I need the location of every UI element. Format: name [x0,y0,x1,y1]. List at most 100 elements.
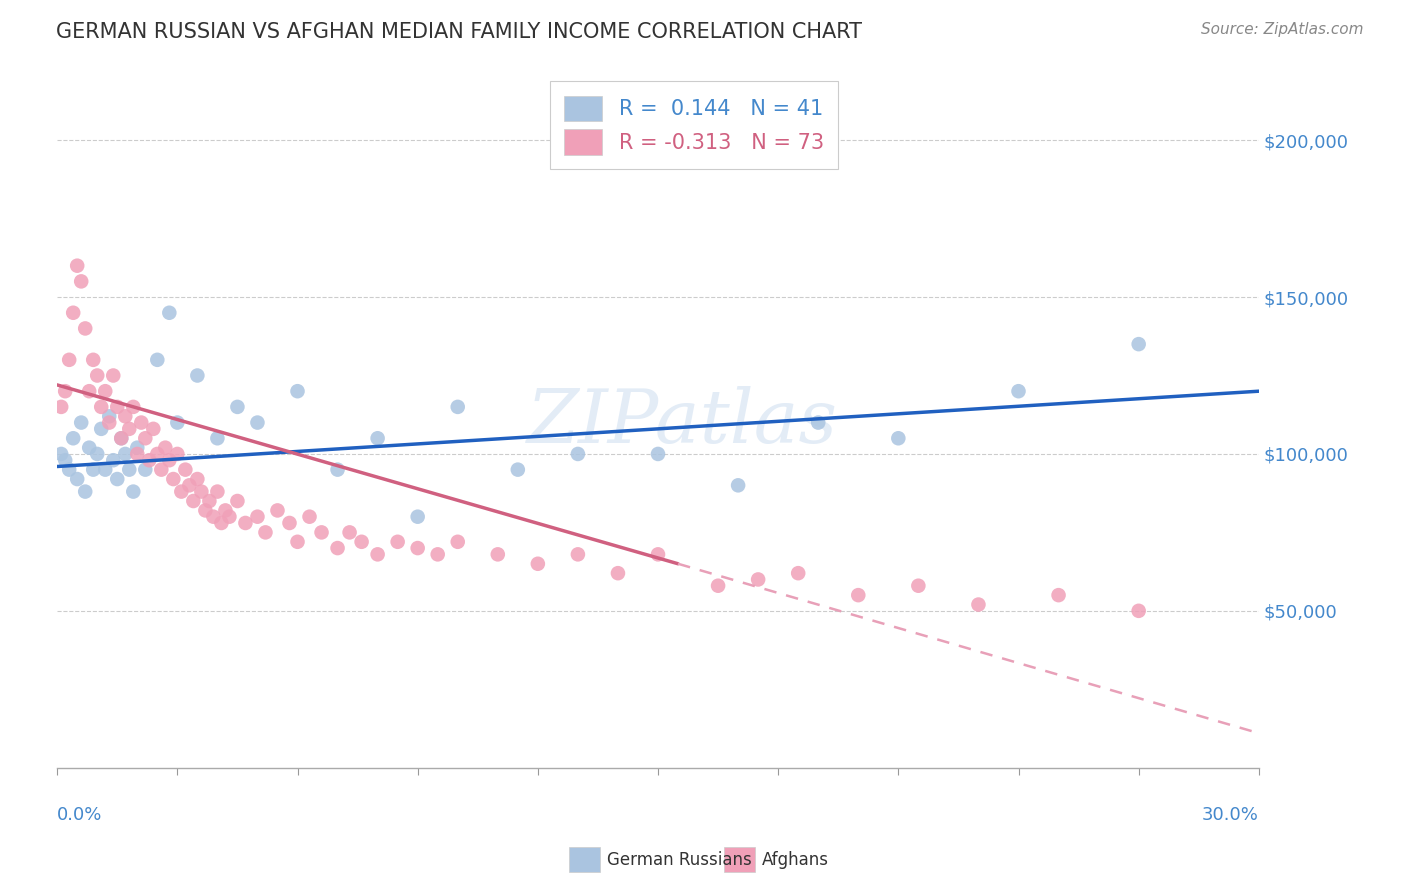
Point [186,368,208,383]
Point [170,484,193,499]
Point [103,368,125,383]
Point [226,494,249,508]
Point [246,416,269,430]
Point [77,384,100,399]
Point [207,484,229,499]
Point [75,321,97,335]
Point [58,462,80,476]
Point [387,534,409,549]
Point [607,566,630,581]
Point [166,416,188,430]
Point [406,541,429,555]
Point [287,534,309,549]
Point [157,306,180,320]
Point [406,509,429,524]
Point [129,416,152,430]
Point [134,462,156,476]
Text: 0.0%: 0.0% [58,805,103,823]
Point [110,431,132,445]
Point [190,484,212,499]
Point [114,447,136,461]
Point [138,453,160,467]
Point [367,431,389,445]
Point [246,509,269,524]
Point [70,274,93,288]
Point [146,352,169,367]
Point [807,416,830,430]
Point [51,447,73,461]
Point [66,259,89,273]
Point [486,547,509,561]
Point [186,472,208,486]
Point [77,441,100,455]
Point [647,547,669,561]
Point [162,472,184,486]
Point [127,447,149,461]
Point [66,472,89,486]
Point [326,462,349,476]
Point [1128,337,1150,351]
Point [62,306,84,320]
Point [198,494,221,508]
Text: German Russians: German Russians [607,851,752,869]
Point [1007,384,1029,399]
Point [82,462,104,476]
Point [209,516,232,530]
Point [287,384,309,399]
Point [183,494,205,508]
Point [166,447,188,461]
Point [127,441,149,455]
Point [75,484,97,499]
Point [967,598,990,612]
Legend: R =  0.144   N = 41, R = -0.313   N = 73: R = 0.144 N = 41, R = -0.313 N = 73 [550,81,838,169]
Point [567,547,589,561]
Point [226,400,249,414]
Point [146,447,169,461]
Point [94,462,117,476]
Point [707,579,730,593]
Point [53,453,76,467]
Point [506,462,529,476]
Point [527,557,550,571]
Point [254,525,277,540]
Point [98,409,121,424]
Point [1128,604,1150,618]
Point [150,462,173,476]
Point [174,462,197,476]
Point [367,547,389,561]
Point [118,422,141,436]
Point [155,441,177,455]
Text: 30.0%: 30.0% [1202,805,1258,823]
Point [114,409,136,424]
Point [90,422,112,436]
Point [339,525,361,540]
Point [326,541,349,555]
Point [103,453,125,467]
Point [53,384,76,399]
Point [426,547,449,561]
Point [907,579,929,593]
Point [887,431,910,445]
Point [207,431,229,445]
Point [90,400,112,414]
Point [86,368,108,383]
Point [122,484,145,499]
Point [110,431,132,445]
Point [142,422,165,436]
Point [846,588,869,602]
Text: Afghans: Afghans [762,851,830,869]
Point [202,509,225,524]
Point [567,447,589,461]
Point [157,453,180,467]
Point [118,462,141,476]
Point [86,447,108,461]
Point [1047,588,1070,602]
Point [179,478,201,492]
Point [94,384,117,399]
Point [278,516,301,530]
Point [647,447,669,461]
Point [311,525,333,540]
Point [70,416,93,430]
Point [58,352,80,367]
Point [122,400,145,414]
